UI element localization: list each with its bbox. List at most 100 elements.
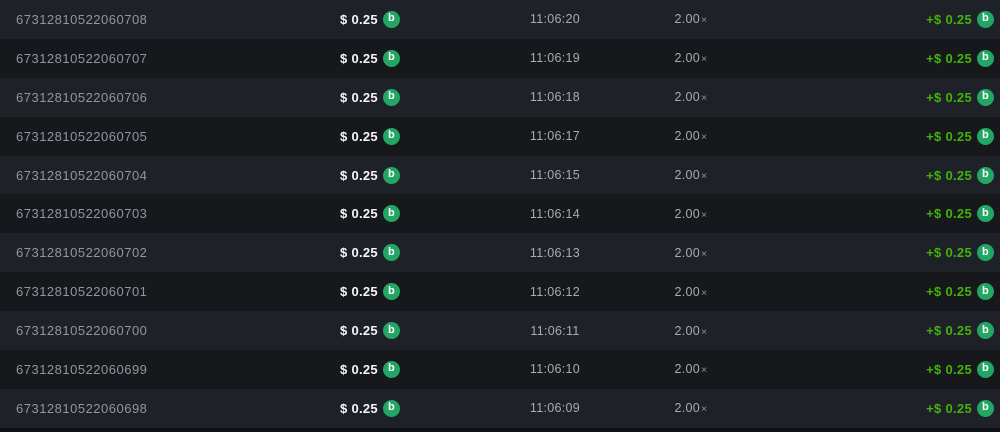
payout-amount: +$ 0.25	[926, 50, 972, 66]
table-row[interactable]: 67312810522060705 $ 0.25 b 11:06:17 2.00…	[0, 116, 1000, 156]
table-row[interactable]: 67312810522060699 $ 0.25 b 11:06:10 2.00…	[0, 350, 1000, 389]
bet-amount: $ 0.25	[340, 50, 378, 66]
multiplier-symbol: ×	[701, 170, 708, 182]
multiplier-value: 2.00	[674, 206, 701, 221]
bet-amount-cell: $ 0.25 b	[330, 10, 480, 28]
multiplier-symbol: ×	[701, 208, 708, 221]
bet-time: 11:06:09	[529, 401, 581, 416]
bet-amount-cell: $ 0.25 b	[330, 127, 480, 145]
bet-time: 11:06:20	[529, 12, 581, 27]
multiplier-symbol: ×	[701, 92, 708, 105]
multiplier-symbol: ×	[701, 131, 708, 144]
table-row[interactable]: 67312810522060703 $ 0.25 b 11:06:14 2.00…	[0, 194, 1000, 234]
multiplier-symbol: ×	[701, 403, 708, 416]
table-row[interactable]: 67312810522060698 $ 0.25 b 11:06:09 2.00…	[0, 388, 1000, 428]
table-row[interactable]: 67312810522060701 $ 0.25 b 11:06:12 2.00…	[0, 272, 1000, 312]
bet-multiplier: 2.00×	[630, 285, 752, 299]
payout-amount: +$ 0.25	[926, 284, 972, 300]
payout-amount: +$ 0.25	[926, 323, 972, 339]
bcd-coin-icon: b	[977, 127, 994, 145]
bet-id: 67312810522060702	[16, 245, 148, 261]
bcd-coin-icon: b	[977, 88, 994, 106]
bcd-coin-icon: b	[977, 399, 994, 417]
multiplier-value: 2.00	[674, 323, 701, 338]
bet-amount-cell: $ 0.25 b	[330, 399, 480, 417]
multiplier-value: 2.00	[674, 90, 701, 105]
bcd-coin-icon: b	[382, 244, 400, 262]
multiplier-value: 2.00	[674, 401, 701, 416]
bet-amount: $ 0.25	[340, 323, 378, 339]
table-row[interactable]: 67312810522060706 $ 0.25 b 11:06:18 2.00…	[0, 77, 1000, 117]
table-row[interactable]: 67312810522060700 $ 0.25 b 11:06:11 2.00…	[0, 311, 1000, 351]
bet-id: 67312810522060708	[16, 11, 148, 27]
multiplier-symbol: ×	[701, 364, 708, 377]
bet-time: 11:06:18	[529, 90, 581, 105]
bcd-coin-icon: b	[382, 399, 400, 417]
bet-payout-cell: +$ 0.25 b	[752, 244, 1000, 262]
multiplier-symbol: ×	[701, 14, 708, 27]
bet-amount-cell: $ 0.25 b	[330, 49, 480, 67]
bet-multiplier: 2.00×	[630, 129, 752, 143]
bcd-coin-icon: b	[977, 205, 994, 223]
bet-amount: $ 0.25	[340, 400, 378, 416]
bet-multiplier: 2.00×	[630, 401, 752, 415]
bet-amount-cell: $ 0.25 b	[330, 244, 480, 262]
bet-time: 11:06:11	[530, 323, 580, 338]
bet-id: 67312810522060703	[16, 206, 148, 222]
bcd-coin-icon: b	[382, 283, 400, 301]
bet-amount: $ 0.25	[340, 245, 378, 261]
payout-amount: +$ 0.25	[926, 400, 972, 416]
table-row[interactable]: 67312810522060708 $ 0.25 b 11:06:20 2.00…	[0, 0, 1000, 39]
bet-id: 67312810522060706	[16, 89, 148, 105]
bet-id: 67312810522060707	[16, 50, 148, 66]
multiplier-symbol: ×	[701, 286, 708, 299]
bet-payout-cell: +$ 0.25 b	[752, 127, 1000, 145]
bet-payout-cell: +$ 0.25 b	[752, 283, 1000, 301]
bet-id: 67312810522060700	[16, 323, 148, 339]
multiplier-symbol: ×	[701, 325, 708, 338]
payout-amount: +$ 0.25	[926, 245, 972, 261]
bet-time: 11:06:17	[529, 129, 581, 144]
bcd-coin-icon: b	[977, 283, 994, 301]
multiplier-value: 2.00	[674, 51, 701, 66]
bet-multiplier: 2.00×	[630, 362, 752, 376]
bcd-coin-icon: b	[977, 10, 994, 28]
bet-payout-cell: +$ 0.25 b	[752, 166, 1000, 184]
multiplier-value: 2.00	[674, 168, 701, 182]
bet-multiplier: 2.00×	[630, 246, 752, 260]
bet-payout-cell: +$ 0.25 b	[752, 49, 1000, 67]
bet-payout-cell: +$ 0.25 b	[752, 322, 1000, 340]
bet-amount: $ 0.25	[340, 206, 378, 222]
bet-time: 11:06:10	[529, 362, 581, 377]
bet-amount: $ 0.25	[340, 128, 378, 144]
bet-amount-cell: $ 0.25 b	[330, 322, 480, 340]
table-row[interactable]: 67312810522060702 $ 0.25 b 11:06:13 2.00…	[0, 233, 1000, 273]
bcd-coin-icon: b	[977, 166, 994, 184]
bcd-coin-icon: b	[382, 88, 400, 106]
bet-id: 67312810522060698	[16, 400, 148, 416]
bet-payout-cell: +$ 0.25 b	[752, 10, 1000, 28]
multiplier-value: 2.00	[674, 129, 701, 144]
bet-amount: $ 0.25	[340, 11, 378, 27]
bet-id: 67312810522060699	[16, 361, 148, 377]
payout-amount: +$ 0.25	[926, 206, 972, 222]
bet-amount-cell: $ 0.25 b	[330, 166, 480, 184]
bet-amount: $ 0.25	[340, 284, 378, 300]
bcd-coin-icon: b	[382, 166, 400, 184]
table-row[interactable]: 67312810522060707 $ 0.25 b 11:06:19 2.00…	[0, 38, 1000, 78]
table-row[interactable]: 67312810522060704 $ 0.25 b 11:06:15 2.00…	[0, 155, 1000, 195]
payout-amount: +$ 0.25	[926, 11, 972, 27]
bet-amount-cell: $ 0.25 b	[330, 88, 480, 106]
bcd-coin-icon: b	[977, 49, 994, 67]
bcd-coin-icon: b	[977, 360, 994, 378]
bet-multiplier: 2.00×	[630, 51, 752, 65]
bet-id: 67312810522060704	[16, 167, 148, 183]
bcd-coin-icon: b	[382, 322, 400, 340]
multiplier-symbol: ×	[701, 53, 708, 66]
bet-time: 11:06:19	[529, 51, 581, 66]
bcd-coin-icon: b	[382, 205, 400, 223]
multiplier-value: 2.00	[674, 245, 701, 260]
bet-time: 11:06:13	[529, 245, 581, 260]
bet-time: 11:06:14	[529, 206, 581, 221]
